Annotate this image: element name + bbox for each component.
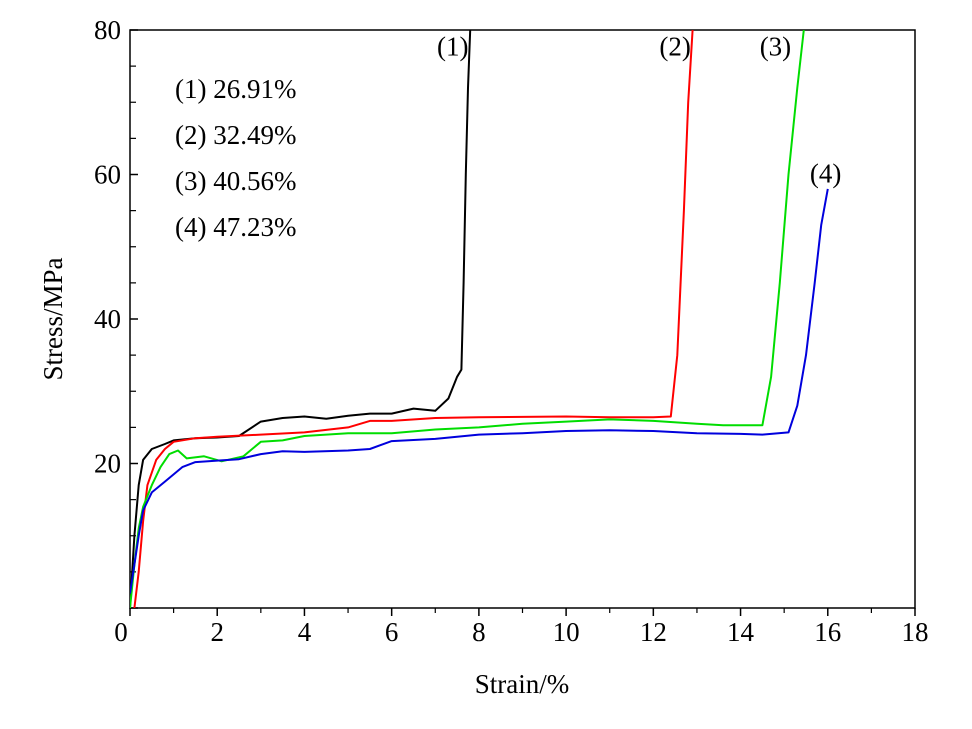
x-tick-label: 12 <box>640 617 667 647</box>
series-line <box>130 30 472 608</box>
curve-label: (3) <box>760 31 791 61</box>
x-tick-labels: 0 2 4 6 8 10 12 14 16 18 <box>114 617 928 647</box>
legend-entry: (3) 40.56% <box>175 166 296 196</box>
x-tick-label: 14 <box>727 617 755 647</box>
series-line <box>130 30 805 608</box>
y-tick-labels: 20 40 60 80 <box>94 15 121 479</box>
y-tick-label: 20 <box>94 449 121 479</box>
y-axis-title: Stress/MPa <box>38 257 68 380</box>
x-tick-label: 18 <box>902 617 929 647</box>
curve-label: (4) <box>810 158 841 188</box>
x-tick-label: 0 <box>114 617 128 647</box>
series-line <box>130 188 829 594</box>
y-tick-label: 40 <box>94 304 121 334</box>
legend-entry: (4) 47.23% <box>175 212 296 242</box>
x-tick-label: 2 <box>210 617 224 647</box>
y-tick-label: 80 <box>94 15 121 45</box>
curve-label: (2) <box>659 31 690 61</box>
x-tick-label: 4 <box>298 617 312 647</box>
x-tick-label: 10 <box>553 617 580 647</box>
series-lines <box>130 30 829 608</box>
legend-entry: (2) 32.49% <box>175 120 296 150</box>
curve-label: (1) <box>437 31 468 61</box>
x-tick-label: 8 <box>472 617 486 647</box>
legend-entry: (1) 26.91% <box>175 74 296 104</box>
legend: (1) 26.91% (2) 32.49% (3) 40.56% (4) 47.23% <box>175 74 296 242</box>
axis-ticks <box>129 29 916 616</box>
plot-area-frame <box>129 29 916 609</box>
x-tick-label: 6 <box>385 617 399 647</box>
x-tick-label: 16 <box>814 617 841 647</box>
series-line <box>133 30 694 608</box>
y-tick-label: 60 <box>94 160 121 190</box>
x-axis-title: Strain/% <box>475 669 570 699</box>
curve-labels: (1) (2) (3) (4) <box>437 31 841 188</box>
